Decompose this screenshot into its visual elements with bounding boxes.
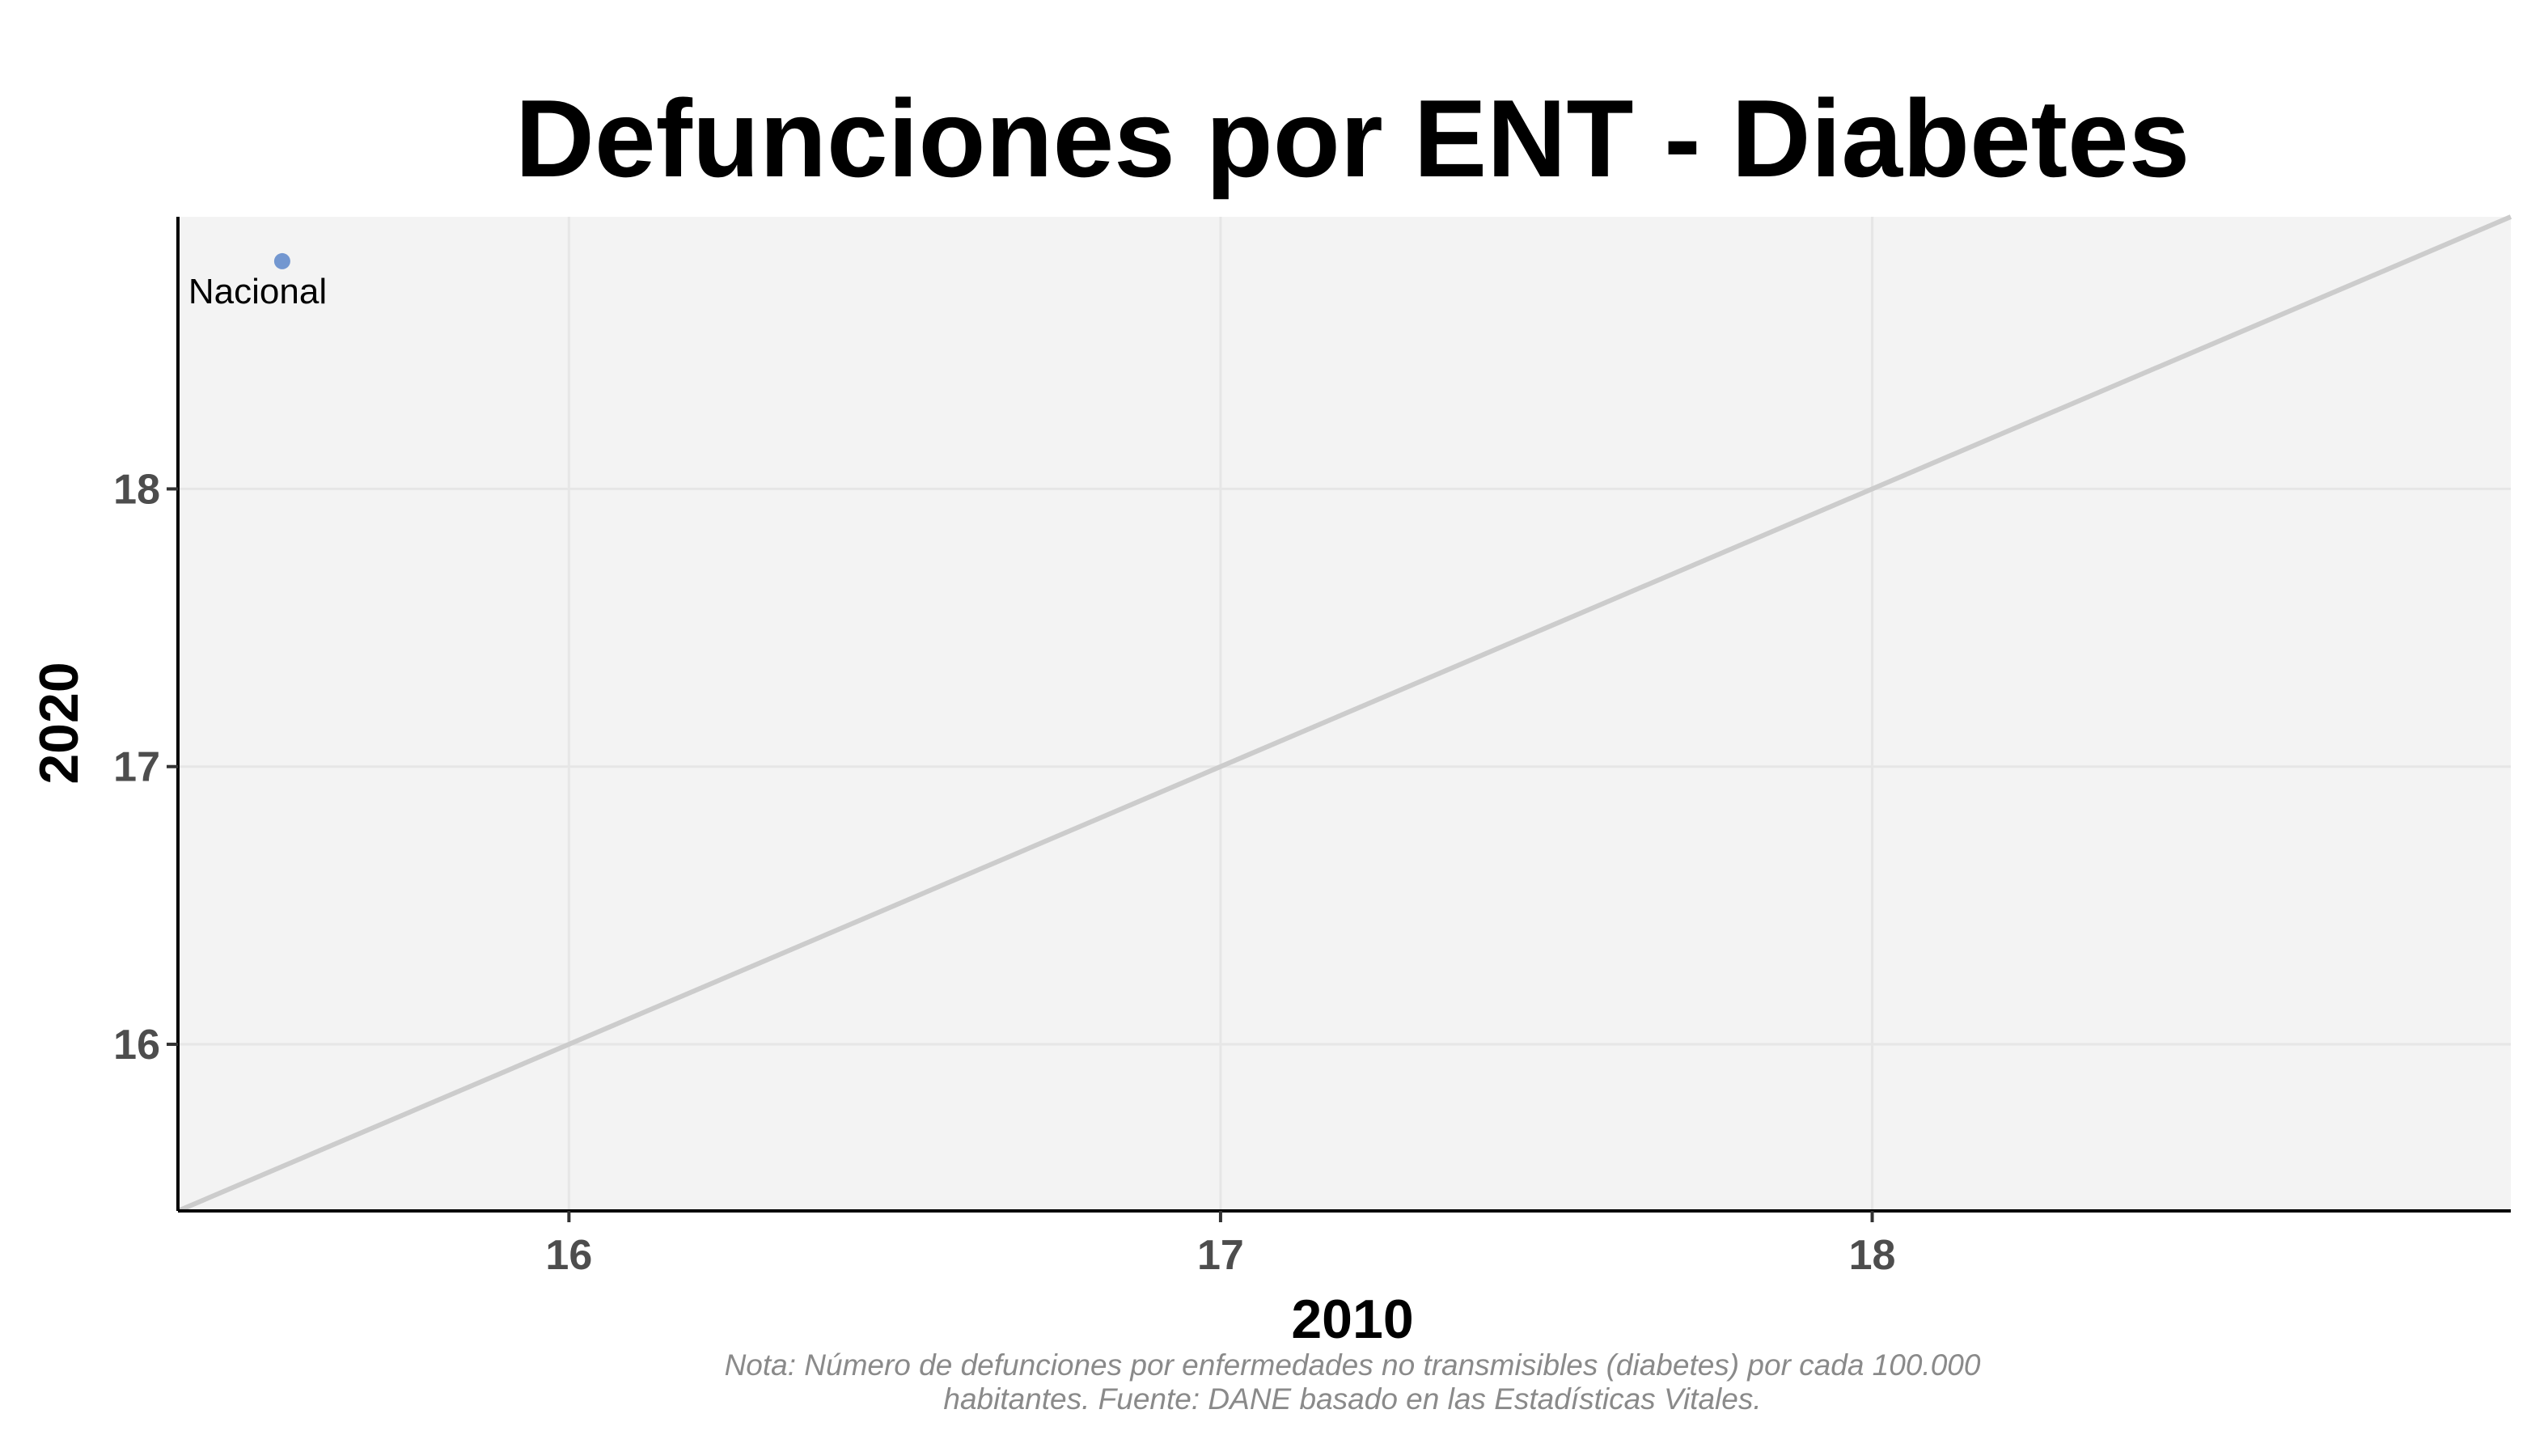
data-point — [273, 252, 290, 269]
point-label: Nacional — [188, 272, 327, 311]
x-tick-label: 16 — [545, 1232, 592, 1279]
data-points: Nacional — [188, 252, 327, 311]
y-axis-title: 2020 — [28, 662, 90, 784]
chart-title: Defunciones por ENT - Diabetes — [515, 77, 2190, 200]
y-tick-label: 16 — [113, 1022, 160, 1069]
y-ticks: 16 17 18 — [113, 466, 178, 1069]
x-tick-label: 18 — [1849, 1232, 1896, 1279]
x-ticks: 16 17 18 — [545, 1211, 1895, 1279]
reference-line — [176, 214, 2512, 1213]
y-tick-label: 18 — [113, 466, 160, 513]
x-axis-title: 2010 — [1291, 1289, 1413, 1350]
caption-line-2: habitantes. Fuente: DANE basado en las E… — [943, 1382, 1761, 1416]
caption-line-1: Nota: Número de defunciones por enfermed… — [725, 1348, 1981, 1382]
x-tick-label: 17 — [1197, 1232, 1244, 1279]
y-tick-label: 17 — [113, 744, 160, 791]
